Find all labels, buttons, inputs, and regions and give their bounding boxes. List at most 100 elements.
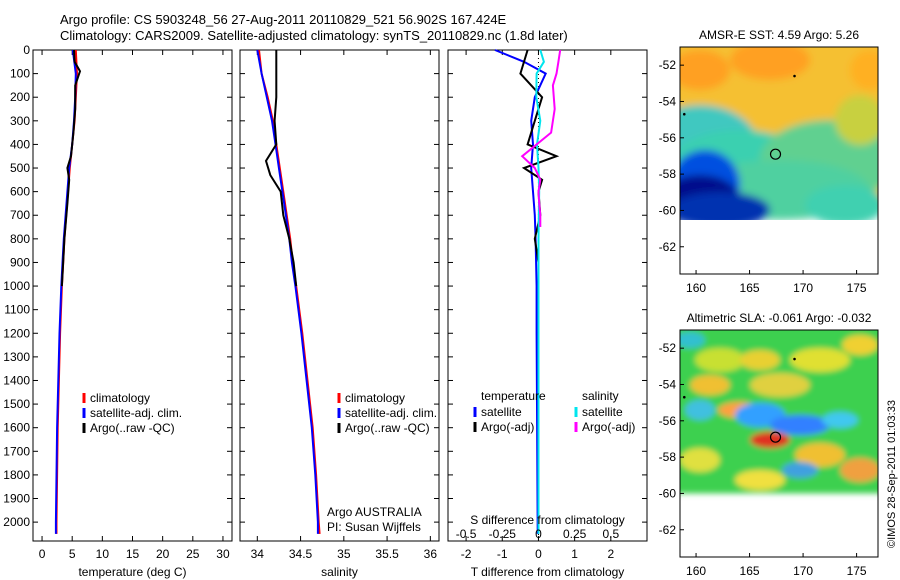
sla-map-field-blur xyxy=(680,330,878,494)
map-y-tick-label: -54 xyxy=(659,94,677,108)
lines-layer xyxy=(54,49,796,534)
y-tick-label: 1200 xyxy=(3,326,30,340)
map-y-tick-label: -56 xyxy=(659,131,677,145)
sla-map-blob xyxy=(685,400,715,420)
sla-map-blob xyxy=(680,448,720,472)
x-tick-label: -1 xyxy=(497,547,508,561)
map-x-tick-label: 165 xyxy=(740,281,760,295)
sst-map-blob xyxy=(680,192,770,220)
temperature-legend-1-label: satellite-adj. clim. xyxy=(90,406,182,420)
map-x-tick-label: 160 xyxy=(686,281,706,295)
salinity-legend-2-label: Argo(..raw -QC) xyxy=(345,421,430,435)
y-tick-label: 2000 xyxy=(3,515,30,529)
axes-layer xyxy=(32,46,879,558)
x-tick-label: 36 xyxy=(424,547,438,561)
sla-map-blob xyxy=(790,348,850,372)
difference-legend-title-temperature: temperature xyxy=(481,389,546,403)
map-y-tick-label: -62 xyxy=(659,240,677,254)
sst-map-frame xyxy=(679,46,879,275)
map-x-tick-label: 175 xyxy=(847,281,867,295)
salinity-legend-1-label: satellite-adj. clim. xyxy=(345,406,437,420)
s-tick-label: -0.25 xyxy=(489,527,517,541)
sla-map-blob xyxy=(740,350,780,370)
s-tick-label: 0.25 xyxy=(563,527,587,541)
difference-series-magenta xyxy=(520,49,562,227)
sst-map-field xyxy=(680,47,878,220)
sla-map-blob xyxy=(750,432,790,448)
sla-map-blob xyxy=(770,415,830,435)
y-tick-label: 200 xyxy=(10,90,30,104)
x-tick-label: 10 xyxy=(96,547,110,561)
difference-xlabel-top: S difference from climatology xyxy=(470,513,625,527)
sla-map-blob xyxy=(680,332,705,348)
difference-legend-t-argo-label: Argo(-adj) xyxy=(481,420,534,434)
sst-map-title: AMSR-E SST: 4.59 Argo: 5.26 xyxy=(699,28,859,42)
y-tick-label: 700 xyxy=(10,208,30,222)
difference-panel-frame xyxy=(447,49,648,542)
y-tick-label: 800 xyxy=(10,232,30,246)
difference-legend-s-argo-label: Argo(-adj) xyxy=(582,420,635,434)
difference-legend-s-sat-label: satellite xyxy=(582,405,623,419)
x-tick-label: 25 xyxy=(186,547,200,561)
s-tick-label: 0.5 xyxy=(602,527,619,541)
map-layer xyxy=(680,47,878,494)
difference-series-black xyxy=(519,49,560,310)
temperature-panel-frame xyxy=(32,49,233,542)
sla-map-island-marker xyxy=(793,357,796,361)
y-tick-label: 300 xyxy=(10,114,30,128)
map-x-tick-label: 170 xyxy=(793,281,813,295)
sst-map-island-marker xyxy=(793,74,796,78)
x-tick-label: -2 xyxy=(461,547,472,561)
y-tick-label: 900 xyxy=(10,255,30,269)
sst-map-argo-marker xyxy=(769,148,782,160)
x-tick-label: 0 xyxy=(39,547,46,561)
s-tick-label: 0 xyxy=(535,527,542,541)
x-tick-label: 30 xyxy=(216,547,230,561)
map-y-tick-label: -60 xyxy=(659,486,677,500)
sla-map-blob xyxy=(735,470,785,490)
temperature-xlabel: temperature (deg C) xyxy=(78,565,186,579)
map-x-tick-label: 175 xyxy=(847,564,867,578)
x-tick-label: 20 xyxy=(156,547,170,561)
y-tick-label: 600 xyxy=(10,185,30,199)
salinity-xlabel: salinity xyxy=(321,565,358,579)
salinity-annotation-0: Argo AUSTRALIA xyxy=(327,505,422,519)
sla-map-field xyxy=(680,330,878,494)
map-y-tick-label: -54 xyxy=(659,377,677,391)
difference-legend-t-sat-label: satellite xyxy=(481,405,522,419)
sst-map-blob xyxy=(805,185,878,220)
salinity-series-black xyxy=(264,50,298,287)
temperature-legend-0-label: climatology xyxy=(90,391,150,405)
x-tick-label: 0 xyxy=(535,547,542,561)
difference-xlabel: T difference from climatology xyxy=(471,565,625,579)
sla-map-blob xyxy=(750,373,810,397)
y-tick-label: 500 xyxy=(10,161,30,175)
salinity-series-blue xyxy=(256,49,319,534)
sla-map-blob xyxy=(842,335,878,355)
sst-map-island-marker xyxy=(682,112,686,116)
sla-map-title: Altimetric SLA: -0.061 Argo: -0.032 xyxy=(687,311,872,325)
chart-title-line2: Climatology: CARS2009. Satellite-adjuste… xyxy=(60,28,568,43)
sla-map-blob xyxy=(690,375,730,395)
map-y-tick-label: -58 xyxy=(659,167,677,181)
sst-map-blob xyxy=(835,95,878,145)
y-tick-label: 1900 xyxy=(3,492,30,506)
map-y-tick-label: -56 xyxy=(659,414,677,428)
x-tick-label: 5 xyxy=(69,547,76,561)
y-tick-label: 1500 xyxy=(3,397,30,411)
salinity-annotation-1: PI: Susan Wijffels xyxy=(327,520,421,534)
x-tick-label: 34 xyxy=(251,547,265,561)
s-tick-label: -0.5 xyxy=(456,527,477,541)
chart-title-line1: Argo profile: CS 5903248_56 27-Aug-2011 … xyxy=(60,12,507,27)
map-x-tick-label: 160 xyxy=(686,564,706,578)
temperature-series-black xyxy=(60,49,82,287)
y-tick-label: 1600 xyxy=(3,421,30,435)
credit-text: ©IMOS 28-Sep-2011 01:03:33 xyxy=(886,400,898,548)
sla-map-island-marker xyxy=(682,395,686,399)
y-tick-label: 400 xyxy=(10,137,30,151)
map-y-tick-label: -52 xyxy=(659,341,677,355)
difference-series-cyan xyxy=(535,49,545,534)
map-x-tick-label: 165 xyxy=(740,564,760,578)
map-y-tick-label: -52 xyxy=(659,58,677,72)
y-tick-label: 1100 xyxy=(4,303,30,317)
